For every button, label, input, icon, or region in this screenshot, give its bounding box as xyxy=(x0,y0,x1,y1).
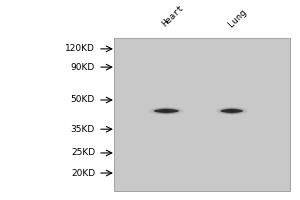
Ellipse shape xyxy=(228,109,235,113)
Ellipse shape xyxy=(160,109,172,113)
Ellipse shape xyxy=(155,108,178,114)
Ellipse shape xyxy=(153,108,180,114)
Ellipse shape xyxy=(163,109,170,113)
Ellipse shape xyxy=(218,107,246,114)
Text: Lung: Lung xyxy=(227,7,248,29)
Ellipse shape xyxy=(164,109,168,112)
Bar xyxy=(114,38,290,191)
Text: 90KD: 90KD xyxy=(71,63,95,72)
Ellipse shape xyxy=(154,109,179,113)
Ellipse shape xyxy=(220,108,244,114)
Text: 120KD: 120KD xyxy=(65,44,95,53)
Ellipse shape xyxy=(230,109,233,112)
Ellipse shape xyxy=(226,109,237,113)
Ellipse shape xyxy=(151,107,182,114)
Ellipse shape xyxy=(159,109,174,113)
Text: Heart: Heart xyxy=(160,3,185,29)
Ellipse shape xyxy=(225,109,239,113)
Ellipse shape xyxy=(221,108,242,114)
Ellipse shape xyxy=(157,108,176,114)
Text: 20KD: 20KD xyxy=(71,169,95,178)
Text: 25KD: 25KD xyxy=(71,148,95,157)
Ellipse shape xyxy=(223,108,240,114)
Ellipse shape xyxy=(220,109,243,113)
Text: 35KD: 35KD xyxy=(71,125,95,134)
Text: 50KD: 50KD xyxy=(71,95,95,104)
